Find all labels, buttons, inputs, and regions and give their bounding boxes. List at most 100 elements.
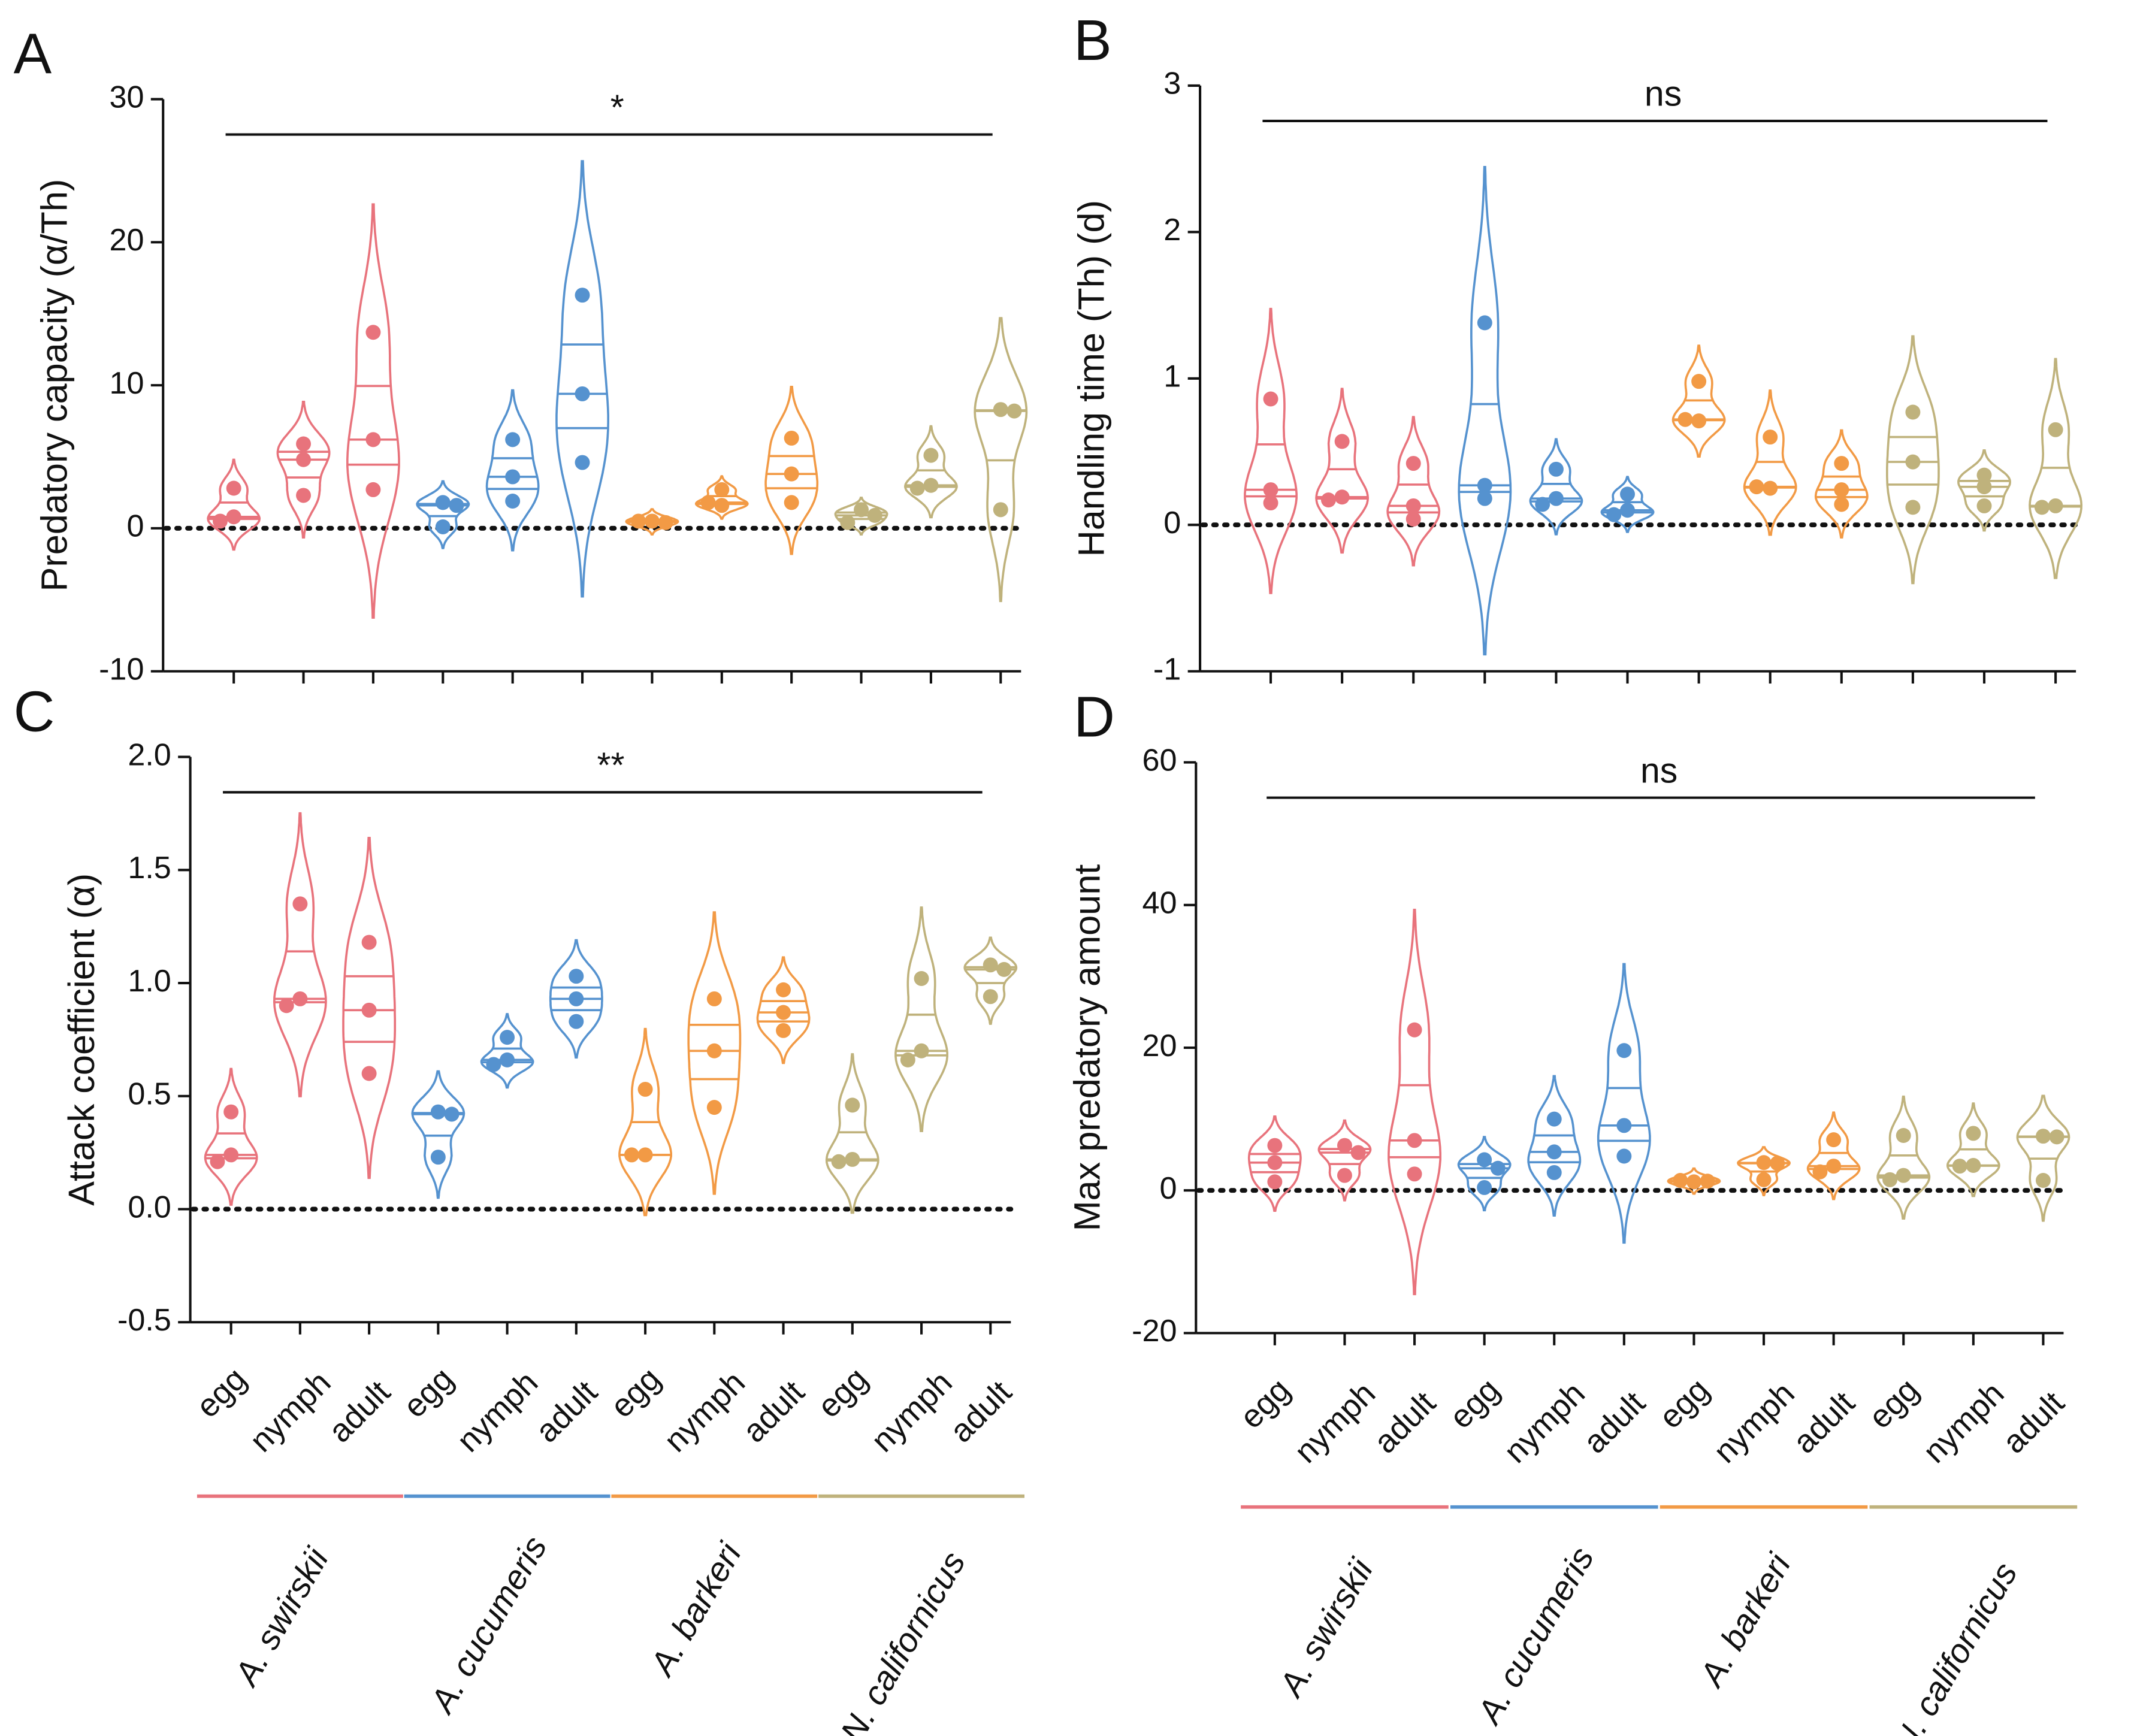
data-point [1477,1152,1492,1168]
data-point [1673,1173,1688,1188]
y-tick-label: 3 [1163,66,1181,101]
x-tick-label: nymph [1916,1375,2011,1470]
data-point [1405,456,1421,471]
data-point [1334,489,1350,505]
violin [1386,416,1441,567]
data-point [1966,1126,1981,1141]
data-point [430,1104,446,1120]
data-point [2049,1129,2064,1145]
data-point [575,288,590,303]
violin [1806,1111,1861,1200]
violin [756,956,811,1064]
data-point [1263,391,1278,407]
data-point [867,507,882,523]
data-point [784,466,799,482]
data-point [1320,492,1336,508]
violin [1527,1075,1582,1217]
data-point [637,1081,653,1097]
data-point [1749,479,1764,495]
violin [974,317,1028,603]
data-point [1677,412,1693,427]
data-point [706,1043,722,1058]
data-point [365,482,381,497]
data-point [1952,1159,1967,1174]
data-point [1548,461,1564,477]
x-tick-label: egg [811,1360,875,1425]
data-point [292,896,308,912]
data-point [505,469,521,485]
data-point [831,1154,847,1169]
data-point [1976,479,1992,495]
data-point [1405,511,1421,527]
significance-label: ** [597,746,625,785]
data-point [776,1005,791,1020]
x-tick-label: nymph [243,1364,338,1459]
data-point [2048,498,2063,513]
violin [825,1053,879,1214]
data-point [1337,1168,1352,1183]
y-tick-label: -1 [1153,652,1181,686]
violin [416,480,470,549]
data-point [2035,1173,2051,1188]
violin [1247,1115,1302,1212]
data-point [1905,404,1921,420]
data-point [631,513,646,529]
violin [555,160,609,598]
group-label: A. barkeri [643,1536,749,1683]
x-tick-label: egg [1233,1371,1297,1435]
significance-label: * [610,88,624,127]
data-point [845,1097,860,1113]
data-point [1407,1133,1422,1148]
data-point [845,1151,860,1167]
data-point [1834,482,1849,498]
data-point [1896,1128,1911,1143]
data-point [923,477,939,493]
data-point [226,509,241,525]
data-point [1882,1172,1898,1187]
data-point [624,1147,639,1163]
data-point [1616,1118,1632,1133]
y-tick-label: 60 [1142,743,1177,778]
data-point [1756,1155,1772,1171]
violin [903,425,958,519]
data-point [900,1052,915,1067]
data-point [435,519,451,534]
data-point [575,386,590,401]
panel-letter: B [1074,9,1112,72]
x-tick-label: egg [1861,1371,1926,1435]
data-point [1896,1168,1911,1183]
data-point [213,513,228,529]
violin [1814,429,1869,539]
y-tick-label: 20 [109,223,144,258]
violin [1315,388,1370,554]
data-point [1812,1164,1828,1179]
data-point [993,502,1008,518]
y-axis-title: Max predatory amount [1067,864,1108,1232]
y-tick-label: 1.5 [128,851,171,885]
panel-letter: A [14,23,52,86]
violin [342,836,397,1179]
violin [963,936,1018,1025]
group-label: A. cucumeris [423,1530,555,1720]
data-point [1966,1158,1981,1173]
x-tick-label: nymph [1497,1375,1592,1470]
data-point [500,1030,515,1045]
violin [764,386,819,555]
data-point [1763,430,1778,445]
data-point [1490,1160,1506,1176]
data-point [1976,498,1992,513]
y-tick-label: 0 [1160,1171,1177,1206]
data-point [706,991,722,1006]
data-point [993,402,1008,418]
data-point [1477,491,1492,506]
data-point [1477,477,1492,493]
violin [618,1027,672,1217]
data-point [279,998,294,1014]
group-label: A. swirskii [227,1541,337,1693]
data-point [714,498,730,513]
data-point [1337,1138,1352,1153]
violin [1597,963,1651,1244]
data-point [1267,1138,1283,1153]
data-point [714,482,730,497]
data-point [1976,467,1992,483]
